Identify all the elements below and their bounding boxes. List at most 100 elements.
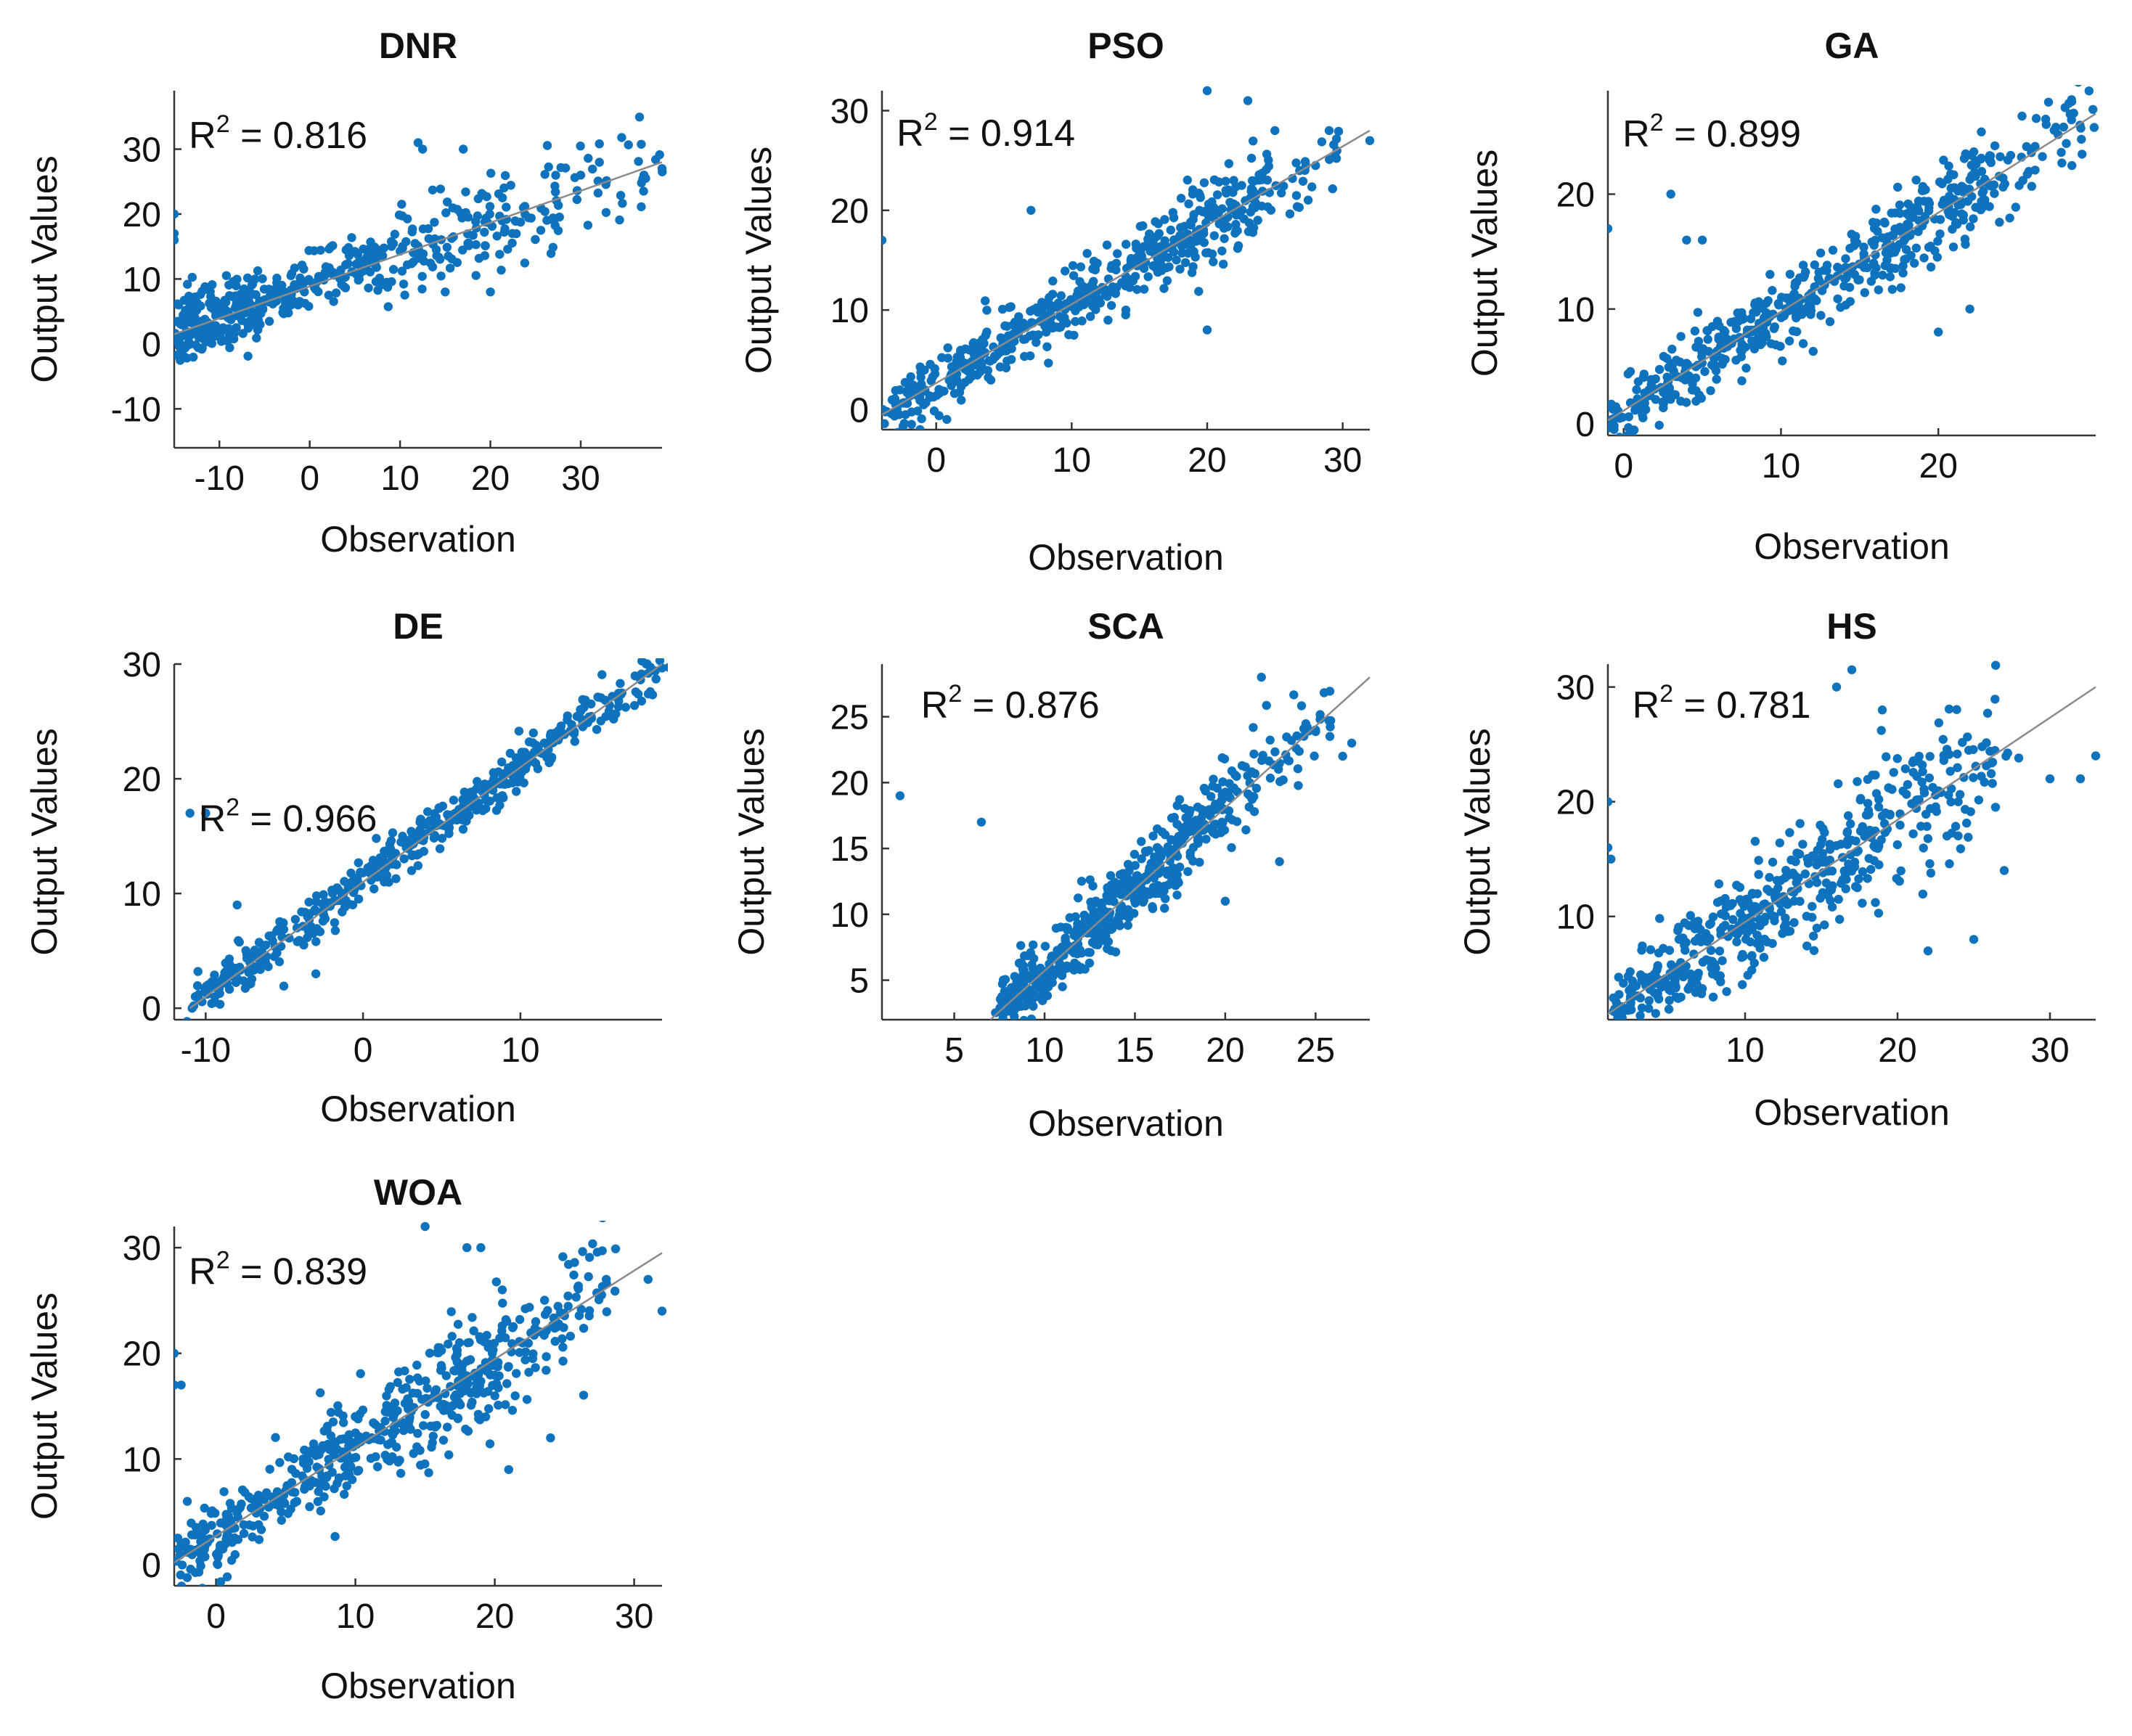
scatter-point <box>458 824 468 834</box>
scatter-point <box>285 933 294 943</box>
scatter-point <box>1842 839 1852 848</box>
scatter-point <box>1711 963 1720 973</box>
scatter-point <box>2031 114 2041 123</box>
scatter-point <box>998 1014 1008 1020</box>
scatter-point <box>578 1247 587 1256</box>
scatter-point <box>371 277 381 287</box>
outlier-point <box>602 1274 611 1285</box>
scatter-point <box>1104 896 1114 906</box>
scatter-points <box>1608 85 2099 435</box>
y-tick-label: 20 <box>123 196 161 234</box>
outlier-point <box>1270 126 1280 136</box>
scatter-point <box>1697 984 1707 994</box>
scatter-point <box>1061 922 1071 933</box>
scatter-point <box>1665 996 1674 1005</box>
y-tick-label: 0 <box>142 990 161 1028</box>
scatter-point <box>192 306 202 315</box>
x-axis-label: Observation <box>1754 1092 1950 1133</box>
scatter-point <box>485 209 494 219</box>
scatter-point <box>995 1043 1004 1052</box>
scatter-point <box>388 239 399 248</box>
scatter-point <box>210 998 220 1007</box>
y-tick-label: 30 <box>123 646 161 684</box>
scatter-point <box>1325 732 1335 741</box>
scatter-point <box>1220 234 1229 243</box>
r2-value: = 0.781 <box>1673 684 1810 726</box>
scatter-point <box>394 1367 404 1377</box>
scatter-point <box>1871 770 1880 780</box>
scatter-point <box>1750 837 1760 846</box>
scatter-point <box>1715 946 1725 956</box>
scatter-point <box>2062 139 2071 148</box>
scatter-point <box>1293 764 1303 774</box>
scatter-point <box>617 133 626 142</box>
scatter-point <box>609 714 618 724</box>
r2-annotation: R2 = 0.966 <box>199 794 377 840</box>
scatter-point <box>372 263 381 272</box>
scatter-point <box>1785 269 1795 279</box>
scatter-point <box>1175 862 1185 872</box>
scatter-point <box>1300 165 1310 175</box>
y-tick-label: 30 <box>123 131 161 170</box>
scatter-point <box>1296 701 1307 711</box>
panel-title: PSO <box>1087 25 1164 66</box>
scatter-point <box>189 327 199 337</box>
scatter-point <box>207 977 217 987</box>
scatter-point <box>912 406 923 416</box>
scatter-point <box>1279 181 1288 191</box>
scatter-point <box>476 1377 486 1386</box>
scatter-point <box>1080 917 1090 927</box>
scatter-point <box>196 1549 205 1559</box>
scatter-point <box>1731 356 1741 365</box>
scatter-point <box>514 726 524 736</box>
scatter-point <box>1911 243 1921 253</box>
scatter-point <box>1885 272 1895 282</box>
scatter-point <box>462 816 471 826</box>
scatter-point <box>1212 190 1222 200</box>
scatter-point <box>254 1520 264 1529</box>
scatter-point <box>428 1431 438 1441</box>
scatter-point <box>250 949 259 959</box>
scatter-point <box>1899 237 1908 246</box>
scatter-point <box>224 280 234 290</box>
scatter-point <box>1246 187 1256 196</box>
scatter-point <box>1310 751 1319 761</box>
scatter-point <box>2077 134 2086 144</box>
scatter-point <box>1069 271 1079 280</box>
scatter-point <box>473 777 482 786</box>
scatter-point <box>1331 134 1341 144</box>
scatter-point <box>1776 907 1786 917</box>
scatter-point <box>1816 311 1826 320</box>
scatter-point <box>1792 311 1801 322</box>
scatter-point <box>1990 141 2000 151</box>
scatter-point <box>1633 377 1643 387</box>
scatter-point <box>383 302 393 311</box>
scatter-point <box>444 251 453 261</box>
scatter-point <box>199 335 208 344</box>
scatter-point <box>1757 331 1767 340</box>
y-axis-label: Output Values <box>731 728 772 955</box>
scatter-point <box>1966 807 1975 816</box>
x-tick-label: 10 <box>1762 447 1800 486</box>
scatter-point <box>1839 866 1849 876</box>
scatter-point <box>1154 869 1164 878</box>
scatter-point <box>1977 771 1986 781</box>
scatter-point <box>399 854 409 864</box>
scatter-point <box>1882 752 1891 761</box>
scatter-point <box>1752 307 1761 317</box>
scatter-point <box>1089 295 1098 304</box>
scatter-point <box>286 271 295 281</box>
scatter-point <box>278 308 287 317</box>
scatter-point <box>182 1497 192 1506</box>
scatter-point <box>1286 736 1296 745</box>
scatter-point <box>356 881 366 890</box>
scatter-point <box>1876 726 1886 735</box>
scatter-point <box>1720 911 1730 921</box>
scatter-point <box>1624 412 1633 422</box>
y-tick-label: 15 <box>830 830 869 869</box>
scatter-point <box>1079 299 1089 308</box>
x-tick-label: 10 <box>501 1031 539 1070</box>
scatter-point <box>1874 909 1884 918</box>
scatter-point <box>1944 704 1954 714</box>
scatter-point <box>1925 859 1935 869</box>
